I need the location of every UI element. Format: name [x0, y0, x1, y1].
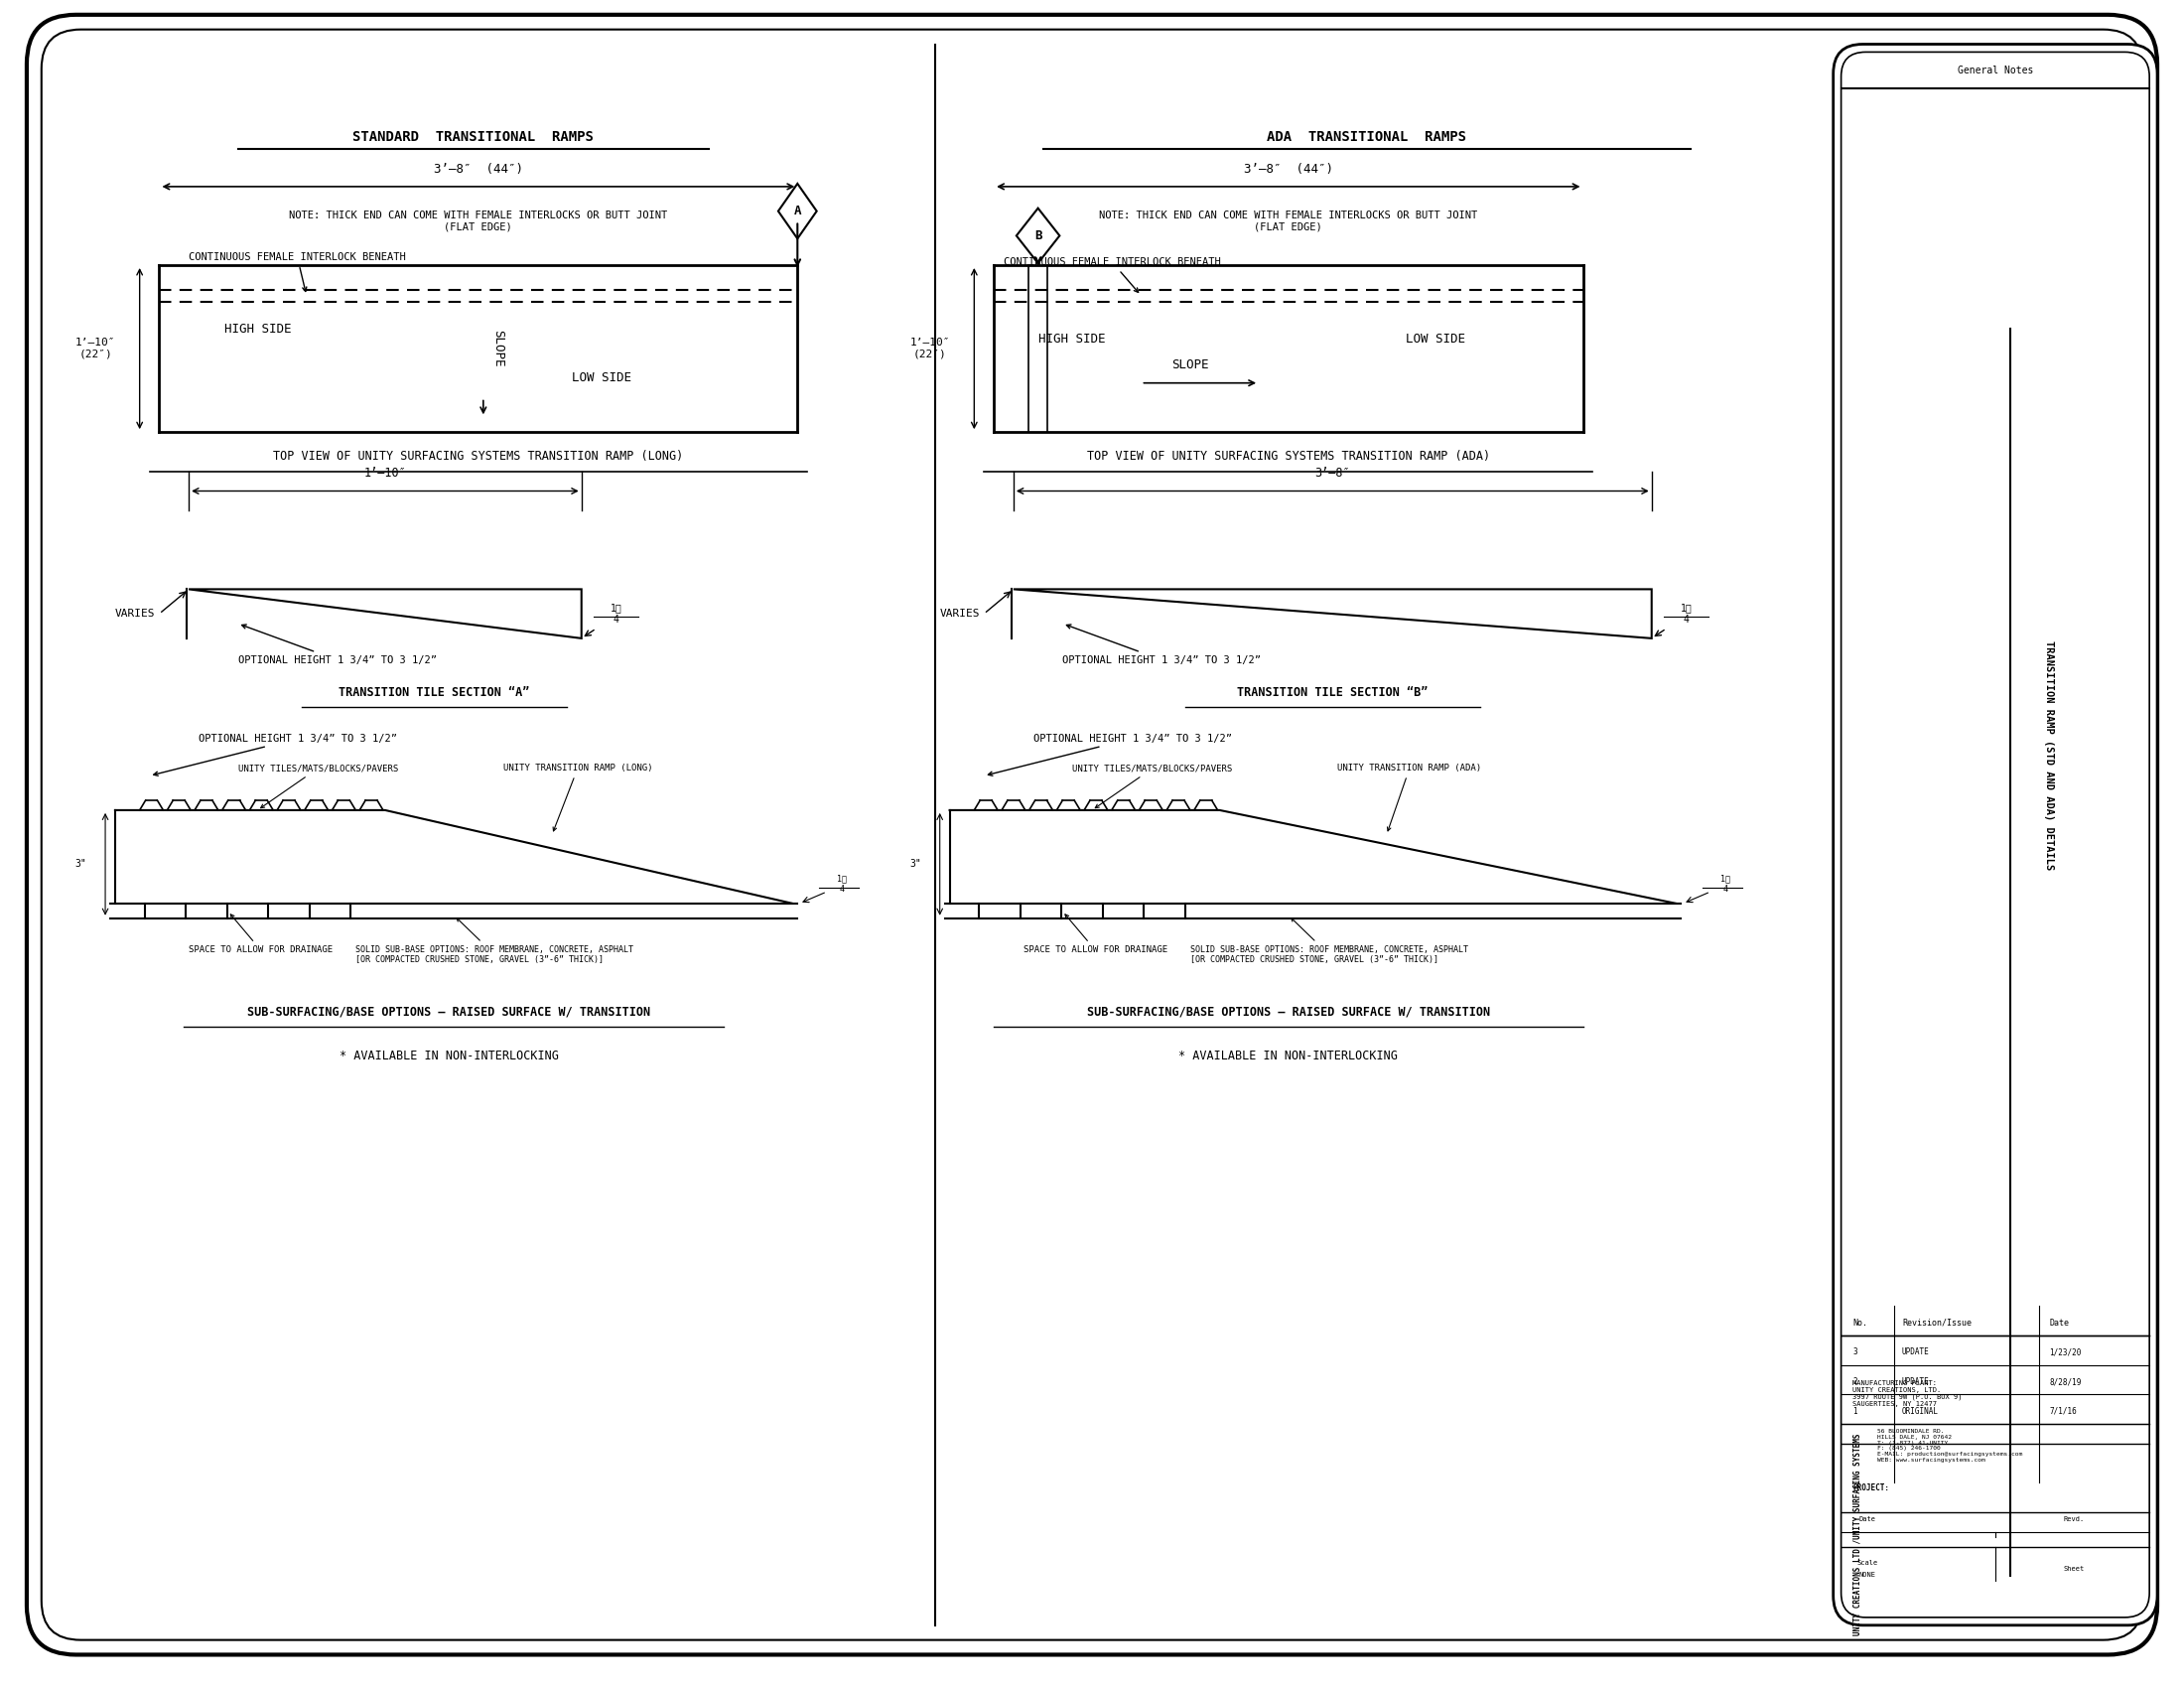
FancyBboxPatch shape [1832, 44, 2158, 1626]
Text: 1⁄
4: 1⁄ 4 [1721, 874, 1730, 893]
Text: STANDARD  TRANSITIONAL  RAMPS: STANDARD TRANSITIONAL RAMPS [354, 130, 594, 145]
Text: Revision/Issue: Revision/Issue [1902, 1318, 1972, 1327]
Text: ADA  TRANSITIONAL  RAMPS: ADA TRANSITIONAL RAMPS [1267, 130, 1468, 145]
Text: * AVAILABLE IN NON-INTERLOCKING: * AVAILABLE IN NON-INTERLOCKING [1179, 1050, 1398, 1062]
Text: 56 BLOOMINDALE RD.
HILLS DALE, NJ 07642
T: (1-877) 41-UNITY
F: (845) 246-1700
E-: 56 BLOOMINDALE RD. HILLS DALE, NJ 07642 … [1878, 1428, 2022, 1462]
Text: TOP VIEW OF UNITY SURFACING SYSTEMS TRANSITION RAMP (LONG): TOP VIEW OF UNITY SURFACING SYSTEMS TRAN… [273, 451, 684, 463]
Text: A: A [793, 204, 802, 218]
Text: Revd.: Revd. [2064, 1516, 2084, 1523]
Text: UPDATE: UPDATE [1902, 1347, 1928, 1357]
Text: 1⁄
4: 1⁄ 4 [836, 874, 847, 893]
Text: B: B [1035, 230, 1042, 241]
Text: 8/28/19: 8/28/19 [2049, 1377, 2081, 1386]
Text: LOW SIDE: LOW SIDE [1406, 333, 1465, 346]
Text: Sheet: Sheet [2064, 1566, 2084, 1572]
Text: 1’–10″: 1’–10″ [365, 468, 406, 479]
Text: SUB-SURFACING/BASE OPTIONS – RAISED SURFACE W/ TRANSITION: SUB-SURFACING/BASE OPTIONS – RAISED SURF… [1088, 1004, 1489, 1018]
Text: CONTINUOUS FEMALE INTERLOCK BENEATH: CONTINUOUS FEMALE INTERLOCK BENEATH [188, 252, 406, 292]
Text: * AVAILABLE IN NON-INTERLOCKING: * AVAILABLE IN NON-INTERLOCKING [339, 1050, 559, 1062]
Text: 7/1/16: 7/1/16 [2049, 1406, 2077, 1416]
Text: 3": 3" [909, 859, 922, 869]
Text: Date: Date [1859, 1516, 1876, 1523]
Text: UNITY TILES/MATS/BLOCKS/PAVERS: UNITY TILES/MATS/BLOCKS/PAVERS [1072, 765, 1232, 809]
Text: 3’–8″  (44″): 3’–8″ (44″) [435, 162, 522, 176]
Text: SUB-SURFACING/BASE OPTIONS – RAISED SURFACE W/ TRANSITION: SUB-SURFACING/BASE OPTIONS – RAISED SURF… [247, 1004, 651, 1018]
Text: UNITY TRANSITION RAMP (ADA): UNITY TRANSITION RAMP (ADA) [1337, 765, 1481, 830]
Text: 1’–10″
(22″): 1’–10″ (22″) [911, 338, 950, 360]
Text: SOLID SUB-BASE OPTIONS: ROOF MEMBRANE, CONCRETE, ASPHALT
[OR COMPACTED CRUSHED S: SOLID SUB-BASE OPTIONS: ROOF MEMBRANE, C… [1190, 918, 1468, 964]
FancyBboxPatch shape [26, 15, 2158, 1654]
Text: 1⁄
4: 1⁄ 4 [609, 603, 622, 625]
Text: HIGH SIDE: HIGH SIDE [225, 322, 290, 336]
Text: TRANSITION TILE SECTION “A”: TRANSITION TILE SECTION “A” [339, 685, 531, 699]
Text: OPTIONAL HEIGHT 1 3/4” TO 3 1/2”: OPTIONAL HEIGHT 1 3/4” TO 3 1/2” [153, 734, 397, 776]
Text: 1⁄
4: 1⁄ 4 [1679, 603, 1693, 625]
Text: ORIGINAL: ORIGINAL [1902, 1406, 1939, 1416]
Text: UNITY CREATIONS LTD /UNITY SURFACING SYSTEMS: UNITY CREATIONS LTD /UNITY SURFACING SYS… [1852, 1433, 1861, 1636]
Text: UPDATE: UPDATE [1902, 1377, 1928, 1386]
Text: SLOPE: SLOPE [491, 329, 505, 368]
Text: LOW SIDE: LOW SIDE [572, 371, 631, 385]
Text: CONTINUOUS FEMALE INTERLOCK BENEATH: CONTINUOUS FEMALE INTERLOCK BENEATH [1005, 257, 1221, 292]
Text: 1/23/20: 1/23/20 [2049, 1347, 2081, 1357]
Polygon shape [1016, 208, 1059, 263]
Text: 3": 3" [74, 859, 87, 869]
Text: SPACE TO ALLOW FOR DRAINAGE: SPACE TO ALLOW FOR DRAINAGE [188, 915, 332, 954]
Text: VARIES: VARIES [939, 609, 981, 619]
Text: 3’–8″  (44″): 3’–8″ (44″) [1243, 162, 1332, 176]
Text: HIGH SIDE: HIGH SIDE [1040, 333, 1105, 346]
Text: 1’–10″
(22″): 1’–10″ (22″) [76, 338, 116, 360]
Text: UNITY TILES/MATS/BLOCKS/PAVERS: UNITY TILES/MATS/BLOCKS/PAVERS [238, 765, 397, 809]
Text: OPTIONAL HEIGHT 1 3/4” TO 3 1/2”: OPTIONAL HEIGHT 1 3/4” TO 3 1/2” [987, 734, 1232, 776]
Text: TRANSITION TILE SECTION “B”: TRANSITION TILE SECTION “B” [1236, 685, 1428, 699]
Text: VARIES: VARIES [114, 609, 155, 619]
Text: OPTIONAL HEIGHT 1 3/4” TO 3 1/2”: OPTIONAL HEIGHT 1 3/4” TO 3 1/2” [238, 625, 437, 665]
Text: Scale: Scale [1856, 1560, 1878, 1566]
Text: 3: 3 [1852, 1347, 1856, 1357]
Text: NOTE: THICK END CAN COME WITH FEMALE INTERLOCKS OR BUTT JOINT
(FLAT EDGE): NOTE: THICK END CAN COME WITH FEMALE INT… [1099, 211, 1479, 231]
Text: MANUFACTURING PLANT:
UNITY CREATIONS, LTD.
3997 ROUTE 9W (P.O. BOX 9)
SAUGERTIES: MANUFACTURING PLANT: UNITY CREATIONS, LT… [1852, 1379, 1963, 1408]
Text: TRANSITION RAMP (STD AND ADA) DETAILS: TRANSITION RAMP (STD AND ADA) DETAILS [2044, 641, 2055, 871]
Text: Date: Date [2049, 1318, 2068, 1327]
Text: UNITY TRANSITION RAMP (LONG): UNITY TRANSITION RAMP (LONG) [502, 765, 653, 830]
Text: NOTE: THICK END CAN COME WITH FEMALE INTERLOCKS OR BUTT JOINT
(FLAT EDGE): NOTE: THICK END CAN COME WITH FEMALE INT… [288, 211, 668, 231]
Text: 1: 1 [1852, 1406, 1856, 1416]
Text: SLOPE: SLOPE [1171, 360, 1208, 371]
Text: TOP VIEW OF UNITY SURFACING SYSTEMS TRANSITION RAMP (ADA): TOP VIEW OF UNITY SURFACING SYSTEMS TRAN… [1088, 451, 1489, 463]
Text: 2: 2 [1852, 1377, 1856, 1386]
Text: OPTIONAL HEIGHT 1 3/4” TO 3 1/2”: OPTIONAL HEIGHT 1 3/4” TO 3 1/2” [1064, 625, 1260, 665]
Text: No.: No. [1852, 1318, 1867, 1327]
Text: SOLID SUB-BASE OPTIONS: ROOF MEMBRANE, CONCRETE, ASPHALT
[OR COMPACTED CRUSHED S: SOLID SUB-BASE OPTIONS: ROOF MEMBRANE, C… [356, 918, 633, 964]
Text: SPACE TO ALLOW FOR DRAINAGE: SPACE TO ALLOW FOR DRAINAGE [1024, 915, 1166, 954]
Text: General Notes: General Notes [1957, 66, 2033, 76]
Polygon shape [778, 184, 817, 238]
Text: PROJECT:: PROJECT: [1852, 1484, 1889, 1492]
Text: 3’–8″: 3’–8″ [1315, 468, 1350, 479]
Text: NONE: NONE [1859, 1572, 1876, 1578]
